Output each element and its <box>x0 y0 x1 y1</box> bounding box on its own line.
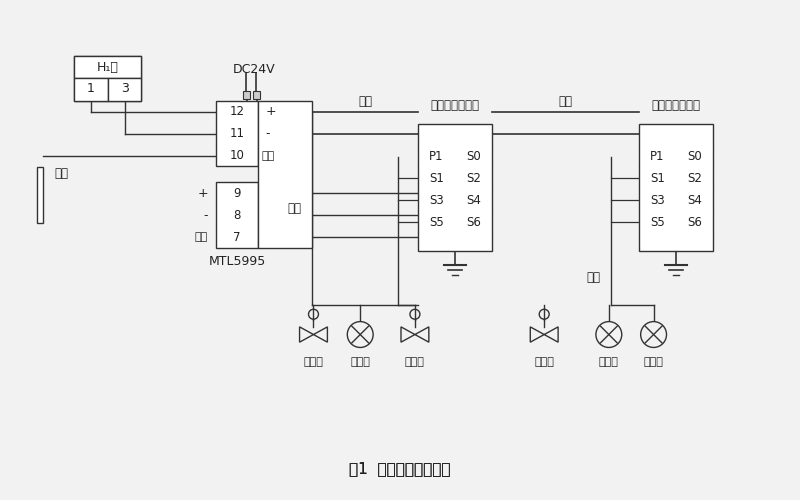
Text: MTL5995: MTL5995 <box>208 256 266 268</box>
Text: 11: 11 <box>230 127 245 140</box>
Text: S1: S1 <box>429 172 444 185</box>
Text: 图1  总线仪表接入方式: 图1 总线仪表接入方式 <box>350 462 450 476</box>
Bar <box>638 124 714 251</box>
Text: 控制阀: 控制阀 <box>405 358 425 368</box>
Text: 控制阀: 控制阀 <box>303 358 323 368</box>
Text: 现场总线接线盒: 现场总线接线盒 <box>430 100 480 112</box>
Text: S3: S3 <box>429 194 444 207</box>
Text: 控制阀: 控制阀 <box>534 358 554 368</box>
Bar <box>418 124 493 251</box>
Text: 变送器: 变送器 <box>350 358 370 368</box>
Text: S2: S2 <box>687 172 702 185</box>
Text: 7: 7 <box>233 230 241 243</box>
Bar <box>258 101 313 248</box>
Text: 变送器: 变送器 <box>644 358 663 368</box>
Text: 现场总线接线盒: 现场总线接线盒 <box>651 100 701 112</box>
Bar <box>74 56 142 78</box>
Text: 变送器: 变送器 <box>599 358 618 368</box>
Text: DC24V: DC24V <box>233 62 275 76</box>
Text: 9: 9 <box>233 187 241 200</box>
Text: 支线: 支线 <box>287 202 302 214</box>
Text: 屏蔽: 屏蔽 <box>262 150 275 160</box>
Bar <box>253 91 260 99</box>
Text: 1: 1 <box>86 82 94 96</box>
Bar <box>37 168 43 223</box>
Text: +: + <box>198 187 208 200</box>
Bar <box>74 78 108 101</box>
Text: S3: S3 <box>650 194 665 207</box>
Text: S5: S5 <box>650 216 665 228</box>
Text: 屏蔽: 屏蔽 <box>195 232 208 242</box>
Text: S1: S1 <box>650 172 665 185</box>
Text: S4: S4 <box>466 194 482 207</box>
Text: 3: 3 <box>121 82 129 96</box>
Text: 干线: 干线 <box>358 96 372 108</box>
Text: 12: 12 <box>230 106 245 118</box>
Text: P1: P1 <box>650 150 665 163</box>
Text: S0: S0 <box>687 150 702 163</box>
Bar <box>108 78 142 101</box>
Text: 干线: 干线 <box>558 96 573 108</box>
Text: 10: 10 <box>230 149 244 162</box>
Text: S4: S4 <box>687 194 702 207</box>
Text: S6: S6 <box>466 216 482 228</box>
Text: -: - <box>266 127 270 140</box>
Text: 图1  总线仪表接入方式: 图1 总线仪表接入方式 <box>350 462 450 476</box>
Text: S5: S5 <box>429 216 444 228</box>
Bar <box>243 91 250 99</box>
Text: 8: 8 <box>234 208 241 222</box>
Text: S0: S0 <box>466 150 482 163</box>
Text: P1: P1 <box>430 150 444 163</box>
Text: +: + <box>266 106 276 118</box>
Text: H₁卡: H₁卡 <box>97 60 118 74</box>
Bar <box>216 182 258 248</box>
Text: S6: S6 <box>687 216 702 228</box>
Bar <box>216 101 258 166</box>
Text: S2: S2 <box>466 172 482 185</box>
Text: -: - <box>203 208 208 222</box>
Bar <box>74 56 142 101</box>
Text: 接地: 接地 <box>55 167 69 180</box>
Text: 支线: 支线 <box>586 272 600 284</box>
